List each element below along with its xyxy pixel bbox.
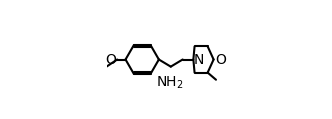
- Text: O: O: [215, 52, 226, 67]
- Text: N: N: [194, 52, 204, 67]
- Text: NH$_2$: NH$_2$: [156, 75, 184, 91]
- Text: O: O: [106, 52, 117, 67]
